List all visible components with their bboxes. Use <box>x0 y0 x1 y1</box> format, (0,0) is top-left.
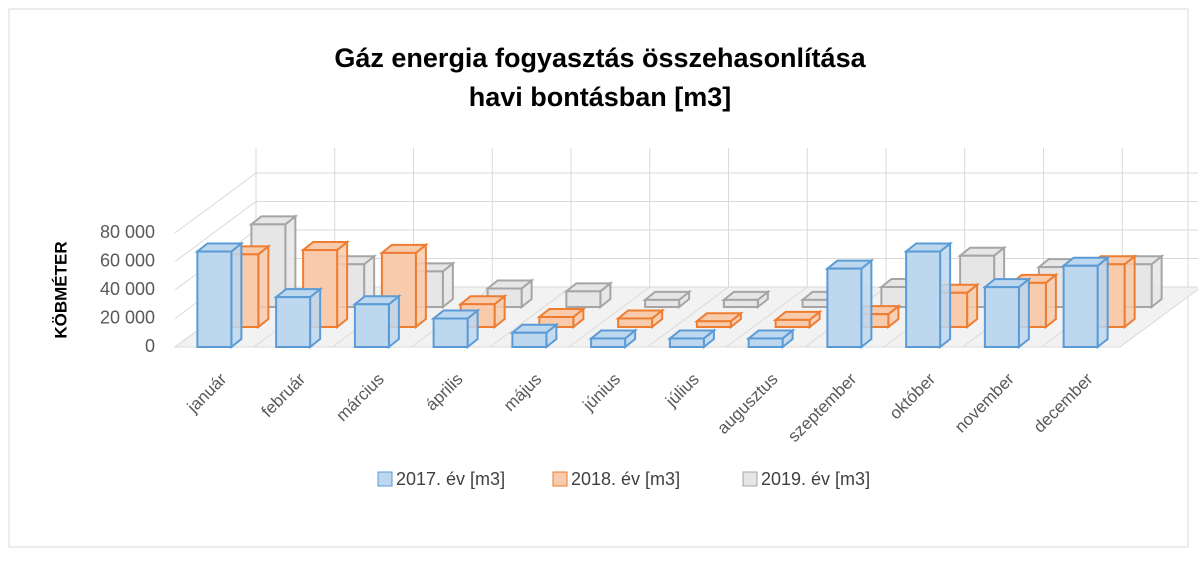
grid-line <box>174 201 1198 262</box>
bar <box>509 322 560 350</box>
bar <box>588 328 638 350</box>
grid-line <box>174 172 1198 234</box>
bar <box>194 241 245 350</box>
floor-line <box>489 286 572 348</box>
bar <box>430 308 481 350</box>
bar <box>772 309 823 330</box>
y-tick-label: 0 <box>145 336 155 356</box>
floor-line <box>647 286 729 348</box>
bar <box>903 241 953 350</box>
bar-front <box>275 296 312 348</box>
legend-swatch <box>377 471 393 487</box>
y-axis-title: KÖBMÉTER <box>51 241 70 338</box>
bar-side <box>860 258 873 350</box>
bar-front <box>196 250 233 348</box>
legend-swatch <box>552 471 568 487</box>
bar <box>721 289 771 310</box>
floor-line <box>725 286 808 348</box>
bar <box>745 328 796 350</box>
bar <box>563 281 614 310</box>
bar-front <box>432 317 469 348</box>
bar-front <box>695 320 732 328</box>
bar-front <box>747 337 784 349</box>
bar-front <box>1062 264 1099 348</box>
bar <box>642 289 692 310</box>
bar-side <box>309 287 322 350</box>
bar <box>615 308 665 330</box>
legend-label: 2018. év [m3] <box>571 469 680 489</box>
bar-front <box>826 267 863 348</box>
bar-front <box>353 303 390 348</box>
bar-front <box>905 250 942 348</box>
chart-title: Gáz energia fogyasztás összehasonlítása <box>334 43 866 73</box>
bar-front <box>983 286 1020 348</box>
legend-swatch <box>742 471 758 487</box>
bar-side <box>939 241 952 350</box>
bar-front <box>668 337 705 349</box>
bar <box>536 306 587 330</box>
bar <box>352 294 402 350</box>
bar-side <box>1096 255 1109 350</box>
bar-front <box>565 290 602 309</box>
y-tick-label: 40 000 <box>100 279 155 299</box>
legend-label: 2017. év [m3] <box>396 469 505 489</box>
y-tick-label: 60 000 <box>100 250 155 270</box>
y-tick-label: 80 000 <box>100 222 155 242</box>
bar-side <box>230 241 243 350</box>
bar <box>273 287 323 350</box>
bar-front <box>511 331 548 348</box>
chart-title: havi bontásban [m3] <box>469 82 732 112</box>
bar <box>667 328 717 350</box>
bar <box>694 311 744 330</box>
bar <box>982 277 1032 350</box>
bar <box>1060 255 1111 350</box>
bar-side <box>1017 277 1030 350</box>
bar-front <box>722 298 759 308</box>
bar-side <box>1123 254 1136 330</box>
bar-side <box>414 242 427 330</box>
bar-front <box>590 337 627 349</box>
legend-label: 2019. év [m3] <box>761 469 870 489</box>
bar-side <box>257 244 270 330</box>
y-tick-label: 20 000 <box>100 307 155 327</box>
bar-front <box>617 317 654 329</box>
bar-side <box>336 239 349 330</box>
bar-front <box>644 298 681 308</box>
bar-front <box>774 318 811 328</box>
floor-line <box>568 286 651 348</box>
bar <box>824 258 875 350</box>
